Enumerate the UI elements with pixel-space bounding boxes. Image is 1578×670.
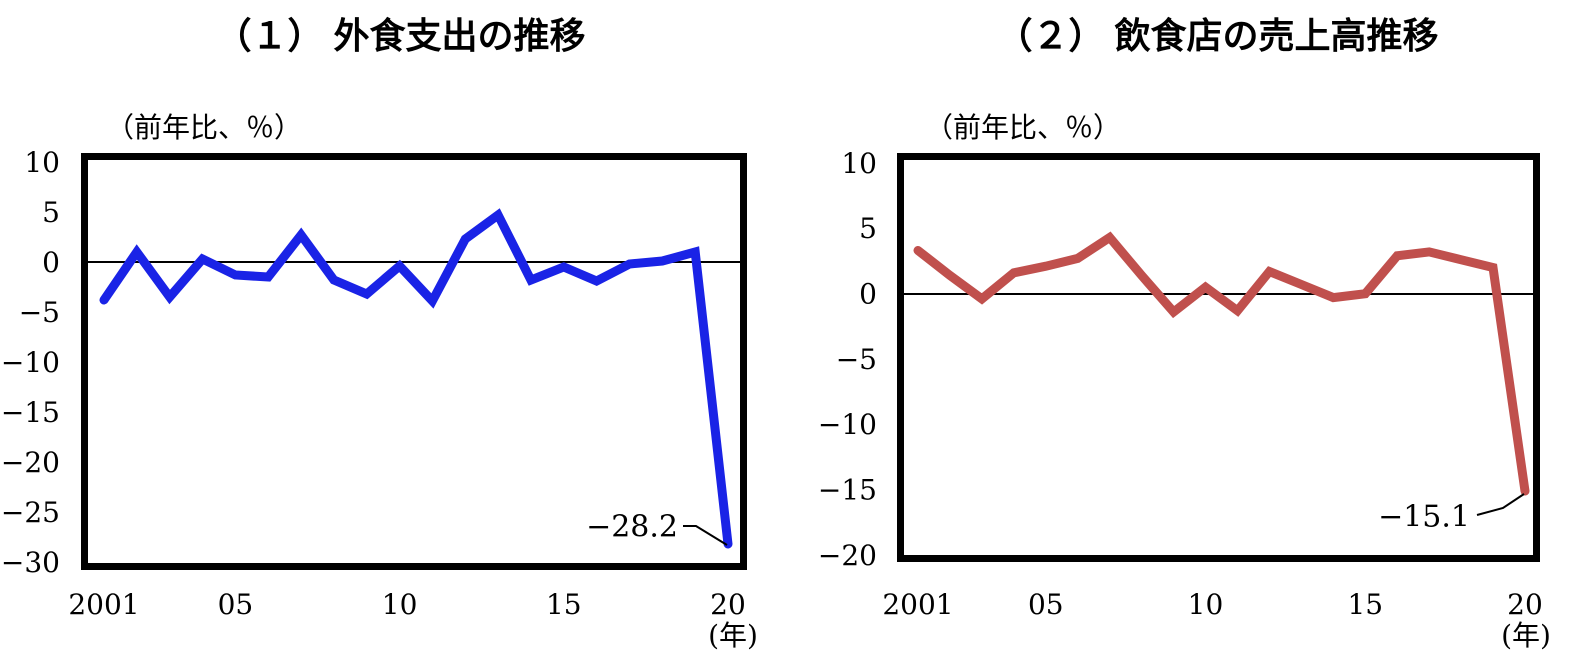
- x-axis-unit-suffix: (年): [708, 619, 758, 652]
- x-axis-tick-label: 2001: [882, 588, 953, 621]
- chart-panel-eating-out-spending: （１） 外食支出の推移 （前年比、％） 10 5 0 −5 −10 −15 −20 −25 −3…: [1, 15, 758, 652]
- plot-frame: [81, 153, 747, 570]
- y-axis-tick-label: −10: [1, 346, 60, 379]
- x-axis-unit-suffix: (年): [1501, 619, 1551, 652]
- y-axis-tick-label: −15: [1, 396, 60, 429]
- x-axis-tick-labels: 2001 05 10 15 20: [882, 588, 1542, 621]
- x-axis-tick-label: 2001: [68, 588, 139, 621]
- x-axis-tick-label: 15: [546, 588, 582, 621]
- y-axis-tick-label: −20: [1, 446, 60, 479]
- y-axis-tick-labels: 10 5 0 −5 −10 −15 −20 −25 −30: [1, 146, 60, 579]
- y-axis-tick-label: −5: [19, 296, 60, 329]
- x-axis-tick-label: 10: [1188, 588, 1224, 621]
- annotation-label: −28.2: [586, 510, 678, 545]
- plot-frame: [897, 153, 1540, 562]
- x-axis-tick-label: 10: [382, 588, 418, 621]
- x-axis-tick-label: 05: [1028, 588, 1064, 621]
- x-axis-tick-label: 15: [1347, 588, 1383, 621]
- y-axis-tick-label: −10: [818, 408, 877, 441]
- y-axis-tick-label: −30: [1, 546, 60, 579]
- x-axis-tick-label: 20: [1507, 588, 1543, 621]
- annotation-callout-line: [683, 525, 728, 546]
- y-axis-tick-label: 5: [42, 196, 60, 229]
- y-axis-tick-label: −15: [818, 474, 877, 507]
- x-axis-tick-label: 20: [710, 588, 746, 621]
- annotation-callout-line: [1476, 493, 1525, 516]
- annotation-label: −15.1: [1378, 500, 1470, 535]
- y-axis-unit-label: （前年比、％）: [106, 111, 303, 144]
- data-series-line: [913, 231, 1530, 496]
- chart-title: （１） 外食支出の推移: [215, 15, 586, 56]
- y-axis-tick-label: 0: [42, 246, 60, 279]
- y-axis-tick-label: −20: [818, 539, 877, 572]
- y-axis-tick-labels: 10 5 0 −5 −10 −15 −20: [818, 147, 877, 572]
- y-axis-tick-label: −5: [836, 343, 877, 376]
- y-axis-tick-label: 0: [859, 278, 877, 311]
- x-axis-tick-label: 05: [218, 588, 254, 621]
- y-axis-tick-label: 5: [859, 212, 877, 245]
- y-axis-unit-label: （前年比、％）: [925, 111, 1122, 144]
- line-chart-restaurant-sales: 10 5 0 −5 −10 −15 −20 2001 05 10 15 20 (年) −15.1: [818, 147, 1551, 652]
- line-chart-eating-out-spending: 10 5 0 −5 −10 −15 −20 −25 −30 2001 05 10 15 20 (年) −…: [1, 146, 758, 652]
- y-axis-tick-label: −25: [1, 496, 60, 529]
- chart-title: （２） 飲食店の売上高推移: [996, 15, 1439, 56]
- x-axis-tick-labels: 2001 05 10 15 20: [68, 588, 745, 621]
- y-axis-tick-label: 10: [841, 147, 877, 180]
- y-axis-tick-label: 10: [24, 146, 60, 179]
- chart-panel-restaurant-sales: （２） 飲食店の売上高推移 （前年比、％） 10 5 0 −5 −10 −15 −20 20…: [789, 0, 1578, 670]
- data-series-line: [99, 208, 733, 549]
